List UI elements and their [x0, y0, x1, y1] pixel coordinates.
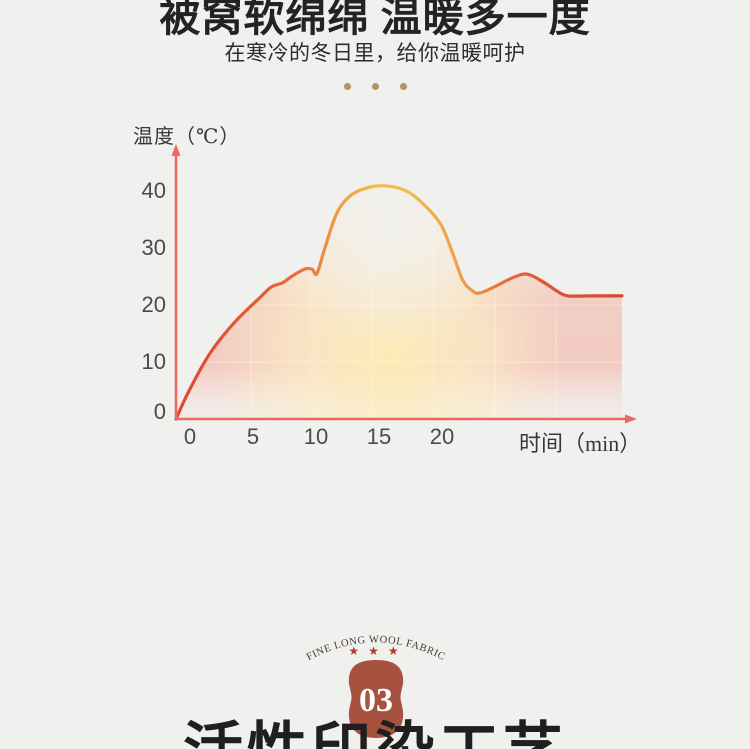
y-axis-label: 温度（℃） [133, 126, 241, 148]
x-tick-label: 5 [246, 424, 260, 449]
x-tick-label: 10 [303, 424, 329, 449]
section-heading: 活性印染工艺 [0, 718, 750, 749]
badge-star-icons: ★ ★ ★ [348, 644, 402, 658]
x-axis-label: 时间（min） [519, 431, 642, 456]
dot-icon [399, 83, 407, 90]
badge-section: FINE LONG WOOL FABRIC 03 [305, 634, 446, 738]
x-tick-label: 20 [429, 424, 455, 449]
dot-icon [371, 83, 379, 90]
y-tick-label: 40 [141, 178, 166, 203]
y-tick-label: 20 [141, 292, 166, 317]
y-tick-label: 30 [141, 235, 166, 260]
decorative-dots [0, 83, 750, 90]
x-tick-label: 0 [183, 424, 197, 449]
area-fill-highlight [176, 185, 622, 419]
dot-icon [343, 83, 351, 90]
y-axis-arrow-icon [171, 144, 181, 156]
temperature-chart [171, 144, 637, 424]
y-tick-label: 10 [141, 349, 166, 374]
badge-number: 03 [359, 682, 393, 719]
x-tick-label: 15 [366, 424, 392, 449]
badge-shape [348, 660, 404, 738]
x-axis-arrow-icon [625, 414, 637, 424]
temperature-curve [174, 184, 624, 421]
y-tick-label: 0 [153, 399, 166, 424]
page-subtitle: 在寒冷的冬日里，给你温暖呵护 [224, 41, 526, 65]
page-title: 被窝软绵绵 温暖多一度 [159, 0, 591, 40]
